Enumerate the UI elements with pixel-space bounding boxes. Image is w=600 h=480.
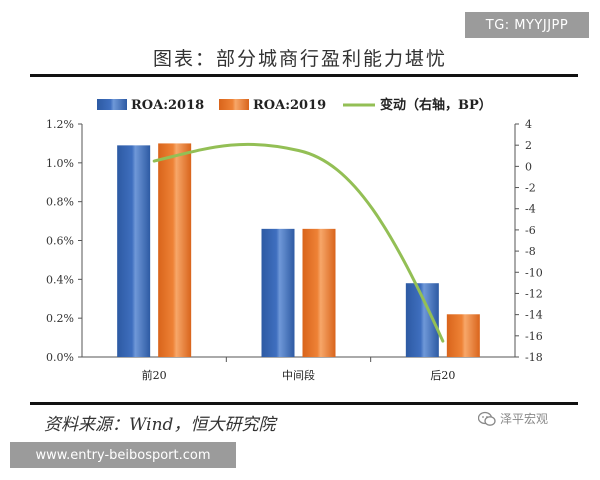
y-right-tick-label: -12 [525,287,543,300]
x-tick-label: 前20 [142,368,167,382]
bar-roa2019 [302,228,336,357]
y-right-tick-label: 2 [525,139,532,152]
y-left-tick-label: 0.0% [46,351,74,364]
y-right-tick-label: -10 [525,266,543,279]
y-right-tick-label: -4 [525,203,536,216]
watermark-bottom: www.entry-beibosport.com [10,442,236,468]
y-right-tick-label: -6 [525,224,536,237]
bar-roa2019 [158,143,192,357]
brand-name: 泽平宏观 [500,412,549,426]
line-change [152,142,445,343]
legend-label-change: 变动（右轴，BP） [380,97,492,113]
wechat-icon [478,411,496,426]
x-tick-label: 后20 [430,369,455,382]
y-right-tick-label: -14 [525,309,543,322]
y-left-tick-label: 0.2% [46,312,74,325]
legend-label-roa2019: ROA:2019 [253,98,326,113]
y-left-tick-label: 1.2% [46,118,74,131]
source-note: 资料来源：Wind，恒大研究院 [44,415,276,435]
footer-divider [30,402,578,405]
y-right-tick-label: 4 [525,118,532,131]
legend-label-roa2018: ROA:2018 [131,98,204,113]
y-right-tick-label: -16 [525,330,543,343]
legend-swatch-roa2018 [97,99,127,110]
title-divider [30,74,578,77]
y-left-tick-label: 0.6% [46,235,74,248]
chart-canvas: 0.0% 0.2% 0.4% 0.6% 0.8% 1.0% 1.2% -18 -16 -14 -12… [46,97,543,382]
y-left-tick-label: 1.0% [46,157,74,170]
bar-roa2018 [261,228,295,357]
bar-roa2018 [117,145,151,357]
chart-title: 图表：部分城商行盈利能力堪忧 [152,48,447,70]
x-tick-label: 中间段 [282,368,315,382]
y-right-tick-label: -2 [525,182,536,195]
bar-roa2019 [446,314,480,357]
legend-swatch-roa2019 [219,99,249,110]
y-right-tick-label: 0 [525,160,532,173]
watermark-top: TG: MYYJJPP [465,12,589,38]
y-right-tick-label: -18 [525,351,543,364]
y-right-tick-label: -8 [525,245,536,258]
y-left-tick-label: 0.8% [46,196,74,209]
y-left-tick-label: 0.4% [46,273,74,286]
brand-mark: 泽平宏观 [478,410,548,427]
